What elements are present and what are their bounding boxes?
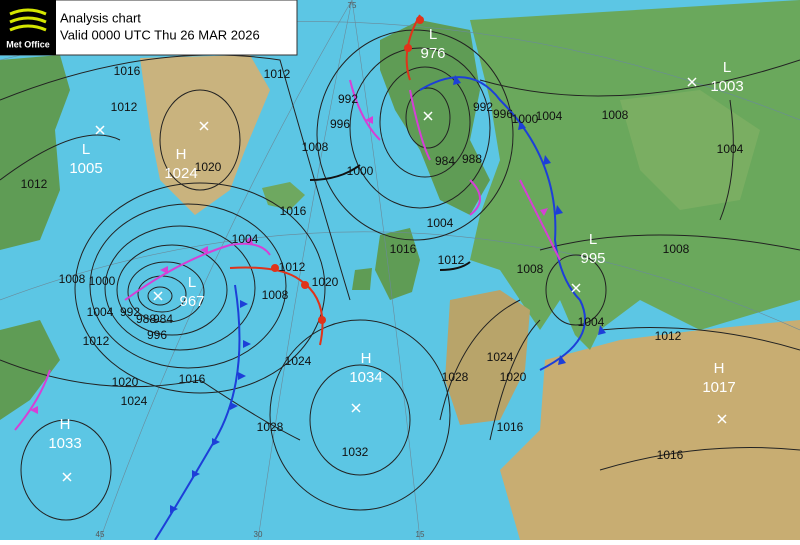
isobar-label: 1012 xyxy=(83,334,110,348)
isobar-label: 1020 xyxy=(112,375,139,389)
isobar-label: 1016 xyxy=(390,242,417,256)
front-symbols xyxy=(30,16,606,513)
graticule-label: 30 xyxy=(254,530,263,539)
centre-value: 1005 xyxy=(69,160,102,177)
centre-marker xyxy=(62,472,72,482)
centre-type: L xyxy=(589,231,597,248)
isobar-label: 1004 xyxy=(427,216,454,230)
graticule-label: 45 xyxy=(96,530,105,539)
isobar-label: 1004 xyxy=(578,315,605,329)
isobar-label: 1024 xyxy=(487,350,514,364)
isobar-label: 1012 xyxy=(21,177,48,191)
isobar-label: 1012 xyxy=(438,253,465,267)
centre-type: H xyxy=(176,146,187,163)
isobar-label: 1000 xyxy=(347,164,374,178)
centre-type: L xyxy=(429,26,437,43)
isobar-label: 1020 xyxy=(195,160,222,174)
pressure-centres: L 1005 H 1024 L 967 L 976 L 1003 L 995 H 1034 H 1017 H 10… xyxy=(48,26,744,482)
centre-marker xyxy=(95,125,105,135)
isobar-label: 1008 xyxy=(602,108,629,122)
isobar-label: 984 xyxy=(153,312,173,326)
centre-type: H xyxy=(361,350,372,367)
isobar-label: 1012 xyxy=(264,67,291,81)
centre-marker xyxy=(199,121,209,131)
isobar-label: 1012 xyxy=(279,260,306,274)
centre-marker xyxy=(153,291,163,301)
isobar-label: 1016 xyxy=(497,420,524,434)
centre-type: L xyxy=(188,274,196,291)
isobar-label: 1012 xyxy=(111,100,138,114)
isobar-label: 1008 xyxy=(59,272,86,286)
centre-type: L xyxy=(723,59,731,76)
isobar-label: 996 xyxy=(147,328,167,342)
isobar-label: 1020 xyxy=(312,275,339,289)
isobar-label: 1004 xyxy=(536,109,563,123)
centre-type: L xyxy=(82,141,90,158)
isobar-label: 1020 xyxy=(500,370,527,384)
isobar-label: 1016 xyxy=(657,448,684,462)
isobar-label: 988 xyxy=(462,152,482,166)
chart-title: Analysis chart xyxy=(60,10,141,25)
isobar-label: 1004 xyxy=(717,142,744,156)
isobar-label: 1008 xyxy=(262,288,289,302)
centre-value: 1017 xyxy=(702,379,735,396)
isobar-label: 1024 xyxy=(285,354,312,368)
isobar-label: 1008 xyxy=(663,242,690,256)
isobar-label: 992 xyxy=(120,305,140,319)
isobar-label: 992 xyxy=(338,92,358,106)
isobar-label: 1028 xyxy=(442,370,469,384)
isobar-label: 992 xyxy=(473,100,493,114)
isobar-label: 1016 xyxy=(114,64,141,78)
isobar-label: 1008 xyxy=(302,140,329,154)
isobar-label: 1000 xyxy=(89,274,116,288)
isobar-label: 1008 xyxy=(517,262,544,276)
graticule-labels: 75 45 30 15 xyxy=(96,1,425,539)
centre-value: 1034 xyxy=(349,369,382,386)
centre-value: 1003 xyxy=(710,78,743,95)
isobar-label: 1004 xyxy=(232,232,259,246)
logo-text: Met Office xyxy=(6,39,50,49)
logo-mark xyxy=(9,8,47,32)
isobar-label: 1032 xyxy=(342,445,369,459)
header: Met Office Analysis chart Valid 0000 UTC… xyxy=(0,0,298,56)
centre-value: 976 xyxy=(420,45,445,62)
centre-type: H xyxy=(714,360,725,377)
centre-value: 967 xyxy=(179,293,204,310)
centre-type: H xyxy=(60,416,71,433)
centre-marker xyxy=(351,403,361,413)
centre-value: 1033 xyxy=(48,435,81,452)
isobar-label: 988 xyxy=(136,312,156,326)
isobar-label: 1012 xyxy=(655,329,682,343)
centre-marker xyxy=(687,77,697,87)
centre-marker xyxy=(717,414,727,424)
centre-marker xyxy=(423,111,433,121)
centre-value: 995 xyxy=(580,250,605,267)
centre-marker xyxy=(571,283,581,293)
isobar-label: 1024 xyxy=(121,394,148,408)
graticule-label: 15 xyxy=(416,530,425,539)
isobar-label: 1000 xyxy=(512,112,539,126)
isobar-label: 1016 xyxy=(280,204,307,218)
isobar-label: 1028 xyxy=(257,420,284,434)
isobar-label: 1004 xyxy=(87,305,114,319)
isobar-label: 984 xyxy=(435,154,455,168)
graticule-label: 75 xyxy=(348,1,357,10)
centre-value: 1024 xyxy=(164,165,197,182)
isobar-label: 1016 xyxy=(179,372,206,386)
isobar-label: 996 xyxy=(493,107,513,121)
valid-time: Valid 0000 UTC Thu 26 MAR 2026 xyxy=(60,27,260,42)
isobars xyxy=(0,29,800,521)
isobar-label: 996 xyxy=(330,117,350,131)
